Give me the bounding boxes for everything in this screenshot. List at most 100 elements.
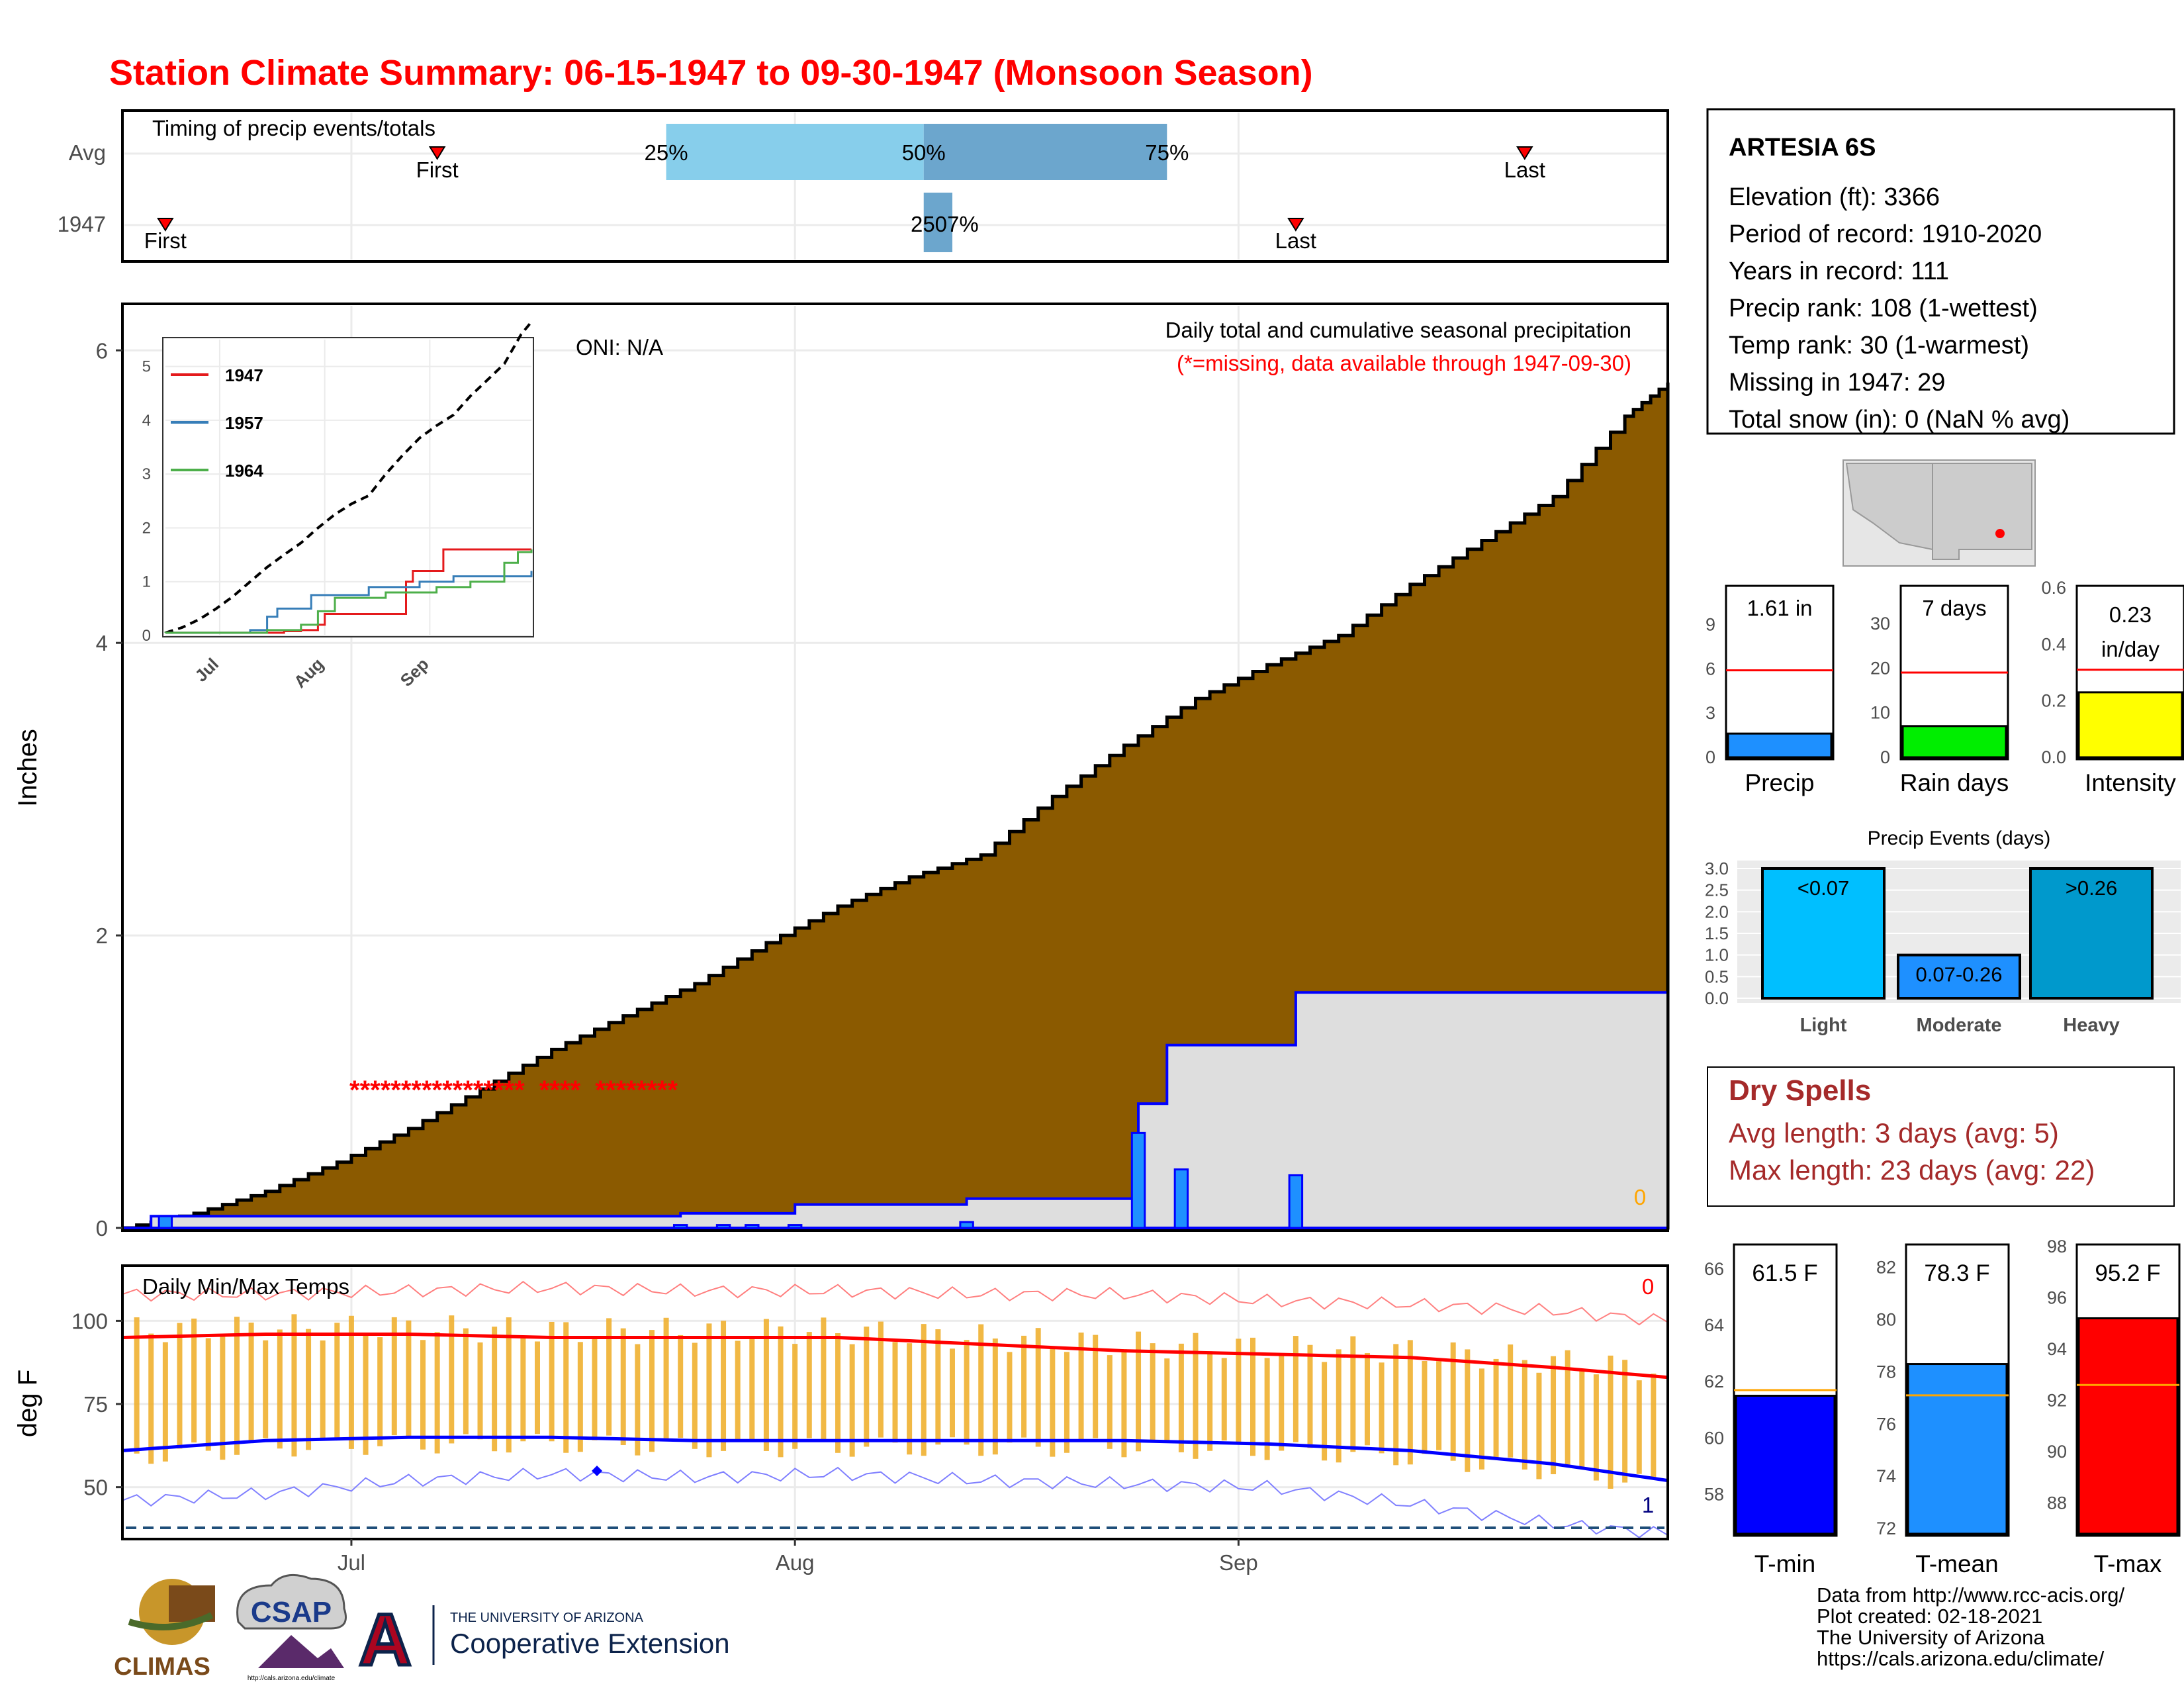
daily-temp-bar (320, 1340, 326, 1438)
events-y-tick-label: 1.5 (1705, 923, 1729, 943)
avg-first-label: First (416, 158, 459, 182)
avg-25pct-label: 25% (645, 140, 688, 165)
station-missing: Missing in 1947: 29 (1729, 369, 1945, 397)
daily-temp-bar (1150, 1343, 1156, 1440)
station-name: ARTESIA 6S (1729, 134, 1876, 162)
daily-temp-bar (420, 1340, 426, 1450)
year-last-label: Last (1275, 228, 1316, 253)
new-mexico-shape (1932, 463, 2032, 560)
year-cumulative-area (122, 991, 1669, 1229)
tmean-value: 78.3 F (1924, 1260, 1989, 1286)
csap-wordmark: CSAP (251, 1596, 332, 1628)
mini-tick-label: 0.2 (2041, 691, 2066, 711)
dry-spells-max: Max length: 23 days (avg: 22) (1729, 1154, 2095, 1186)
intensity-mini-ticks: 0.0 0.2 0.4 0.6 (2041, 578, 2066, 767)
temp-y-tick-label: 75 (83, 1392, 108, 1417)
daily-temp-bar (334, 1323, 340, 1438)
daily-precip-bar (787, 1224, 803, 1229)
daily-temp-bar (606, 1318, 612, 1436)
temp-mini-tick-label: 92 (2047, 1391, 2067, 1411)
events-bar (2029, 867, 2154, 1000)
rain-days-value: 7 days (1922, 596, 1986, 620)
daily-temp-bar (1422, 1360, 1428, 1454)
daily-temp-bar (1565, 1350, 1570, 1465)
daily-temp-bar (449, 1315, 455, 1444)
avg-max-line (122, 1333, 1668, 1380)
events-y-tick-label: 2.5 (1705, 880, 1729, 900)
temp-mini-tick-label: 98 (2047, 1237, 2067, 1256)
daily-temp-bar (749, 1338, 755, 1440)
temp-mini-tick-label: 82 (1876, 1258, 1896, 1278)
inset-avg-dashed-line (165, 320, 533, 634)
year-first-marker: First (144, 218, 187, 253)
daily-temp-bar (1407, 1340, 1413, 1465)
daily-temp-bar (1093, 1335, 1099, 1438)
daily-temp-bar (1136, 1331, 1142, 1452)
station-precip-rank: Precip rank: 108 (1-wettest) (1729, 295, 2038, 322)
climas-logo: CLIMAS (114, 1579, 215, 1681)
ua-logo: A THE UNIVERSITY OF ARIZONA Cooperative … (357, 1598, 730, 1683)
timing-panel: Timing of precip events/totals Avg 1947 … (58, 109, 1669, 263)
temp-mini-tick-label: 64 (1704, 1315, 1724, 1335)
daily-temp-bar (921, 1324, 927, 1456)
daily-temp-bar (1264, 1358, 1270, 1460)
timing-row-avg-label: Avg (69, 140, 106, 165)
daily-temp-bar (1622, 1360, 1628, 1483)
daily-temp-bar (506, 1317, 512, 1453)
precip-mini-chart: 1.61 in Precip 0 3 6 9 (1706, 585, 1835, 796)
inset-y-tick-label: 5 (142, 358, 151, 376)
events-category-label: Light (1800, 1015, 1847, 1036)
rain-days-mini-label: Rain days (1900, 769, 2009, 796)
events-y-tick-label: 1.0 (1705, 945, 1729, 965)
tmax-ticks: 88 90 92 94 96 98 (2047, 1237, 2067, 1513)
temp-mini-tick-label: 94 (2047, 1339, 2067, 1359)
mini-tick-label: 0.0 (2041, 747, 2066, 767)
zero-count-label: 0 (1634, 1185, 1646, 1209)
temp-mini-tick-label: 96 (2047, 1288, 2067, 1308)
daily-temp-bar (1493, 1358, 1499, 1459)
precip-y-tick-label: 2 (96, 923, 108, 948)
daily-temp-bar (1221, 1358, 1227, 1441)
station-elevation: Elevation (ft): 3366 (1729, 183, 1940, 211)
tmax-bar (2077, 1317, 2179, 1535)
station-temp-rank: Temp rank: 30 (1-warmest) (1729, 332, 2029, 359)
daily-temp-bar (1164, 1358, 1170, 1440)
inset-line-1957 (164, 571, 533, 634)
footer-line-3: The University of Arizona (1817, 1626, 2045, 1649)
daily-temp-bar (864, 1327, 870, 1447)
avg-first-triangle-icon (428, 146, 446, 160)
tmin-bar (1735, 1395, 1836, 1535)
rain-days-mini-ticks: 0 10 20 30 (1870, 614, 1890, 767)
daily-temp-bar (678, 1335, 684, 1438)
daily-temp-bar (835, 1333, 841, 1453)
daily-temp-bar (1393, 1344, 1399, 1466)
daily-temp-bar (205, 1338, 211, 1451)
inset-y-tick-label: 4 (142, 412, 151, 430)
events-y-tick-label: 0.0 (1705, 988, 1729, 1008)
daily-temp-bar (434, 1332, 440, 1454)
record-min-count: 1 (1642, 1493, 1654, 1517)
daily-temp-bar (191, 1318, 197, 1443)
temp-mini-tick-label: 90 (2047, 1442, 2067, 1462)
temp-mini-tick-label: 58 (1704, 1484, 1724, 1504)
avg-first-marker: First (416, 146, 459, 182)
events-bar (1761, 867, 1886, 1000)
events-bar-range: <0.07 (1797, 876, 1849, 900)
daily-temp-bar (1651, 1374, 1657, 1479)
year-quartile-box (923, 193, 952, 252)
tmax-mini-chart: 95.2 F T-max 88 90 92 94 96 98 (2047, 1237, 2181, 1577)
daily-temp-bar (706, 1323, 712, 1458)
temp-mini-tick-label: 62 (1704, 1372, 1724, 1391)
temp-y-tick-label: 50 (83, 1476, 108, 1500)
daily-temp-bar (992, 1338, 998, 1455)
daily-temp-bar (1178, 1343, 1184, 1452)
temp-y-label: deg F (13, 1370, 42, 1437)
daily-precip-bar (959, 1221, 974, 1229)
legend-item-1957: 1957 (225, 413, 263, 433)
temp-x-ticks: Jul Aug Sep (338, 1539, 1258, 1575)
daily-temp-bar (1508, 1344, 1514, 1458)
avg-cumulative-area (122, 382, 1670, 1230)
daily-temp-bar (1364, 1352, 1370, 1446)
events-y-tick-label: 3.0 (1705, 859, 1729, 878)
